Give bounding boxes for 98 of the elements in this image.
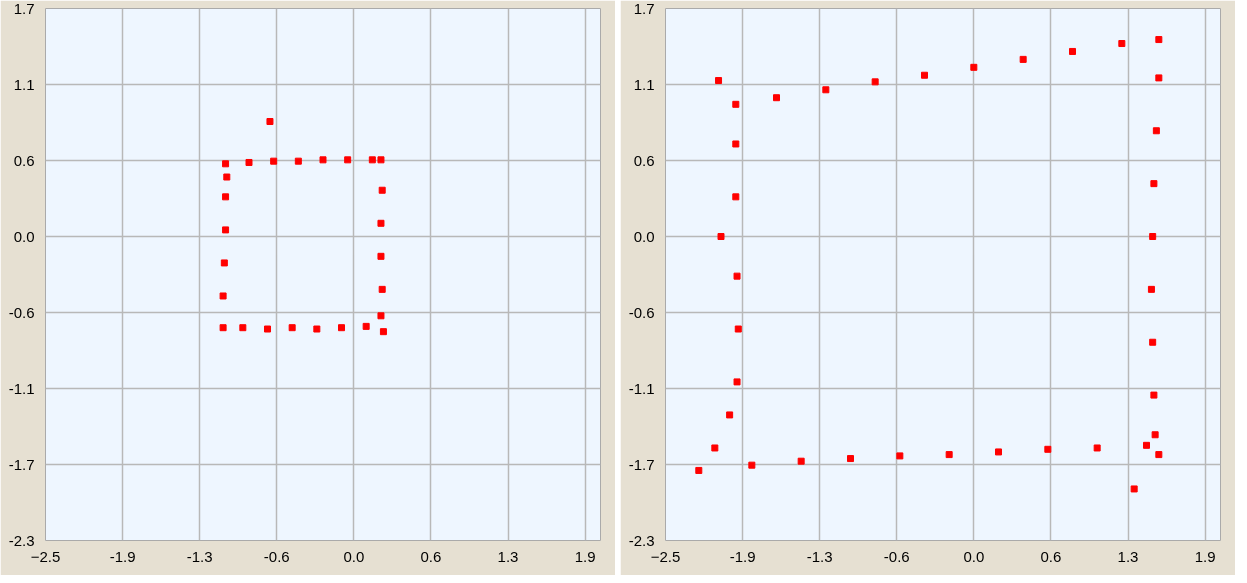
- point: [1149, 233, 1157, 240]
- point: [239, 324, 247, 332]
- point: [726, 411, 734, 419]
- point: [748, 461, 756, 469]
- x-tick-label: 0.0: [343, 547, 365, 565]
- x-tick-label: −2.5: [30, 547, 61, 565]
- point: [1155, 36, 1163, 44]
- y-tick-label: 0.6: [13, 151, 35, 169]
- point: [773, 94, 780, 102]
- point: [1152, 127, 1160, 135]
- point: [222, 193, 230, 201]
- y-tick-label: 0.0: [13, 227, 35, 245]
- y-tick-label: -2.3: [8, 531, 35, 549]
- point: [219, 324, 227, 332]
- point: [319, 156, 327, 164]
- x-tick-label: 1.3: [497, 547, 519, 565]
- y-tick-label: -1.1: [628, 379, 655, 397]
- point: [338, 324, 345, 332]
- y-tick-label: -1.1: [8, 379, 35, 397]
- point: [1143, 441, 1150, 449]
- point: [377, 156, 385, 164]
- point: [945, 451, 953, 459]
- point: [266, 118, 274, 126]
- x-tick-label: 1.9: [574, 547, 596, 565]
- point: [379, 328, 387, 336]
- point: [264, 325, 271, 333]
- point: [377, 252, 385, 260]
- point: [1151, 431, 1159, 439]
- y-tick-label: 1.7: [13, 0, 35, 17]
- point: [1019, 55, 1027, 63]
- point: [871, 78, 879, 86]
- point: [733, 378, 741, 386]
- point: [344, 156, 352, 164]
- point: [288, 324, 296, 332]
- y-tick-label: -1.7: [8, 455, 35, 473]
- point: [921, 71, 928, 79]
- y-tick-label: -0.6: [8, 303, 35, 321]
- x-tick-label: -1.9: [729, 547, 756, 565]
- point: [733, 272, 741, 280]
- point: [732, 100, 740, 108]
- y-tick-label: -2.3: [628, 531, 655, 549]
- point: [294, 157, 302, 165]
- point: [1130, 485, 1138, 493]
- point: [378, 186, 386, 194]
- x-tick-label: 0.0: [963, 547, 985, 565]
- x-tick-label: -0.6: [883, 547, 910, 565]
- point: [1150, 391, 1158, 399]
- point: [734, 325, 742, 333]
- point: [368, 156, 376, 164]
- point: [717, 233, 725, 240]
- point: [1149, 338, 1157, 346]
- x-tick-label: 1.3: [1117, 547, 1139, 565]
- x-tick-label: -0.6: [263, 547, 290, 565]
- point: [377, 312, 385, 320]
- point: [270, 157, 278, 165]
- point: [995, 448, 1002, 456]
- point: [1150, 180, 1158, 188]
- point: [245, 158, 253, 166]
- point: [715, 77, 723, 85]
- point: [222, 160, 230, 168]
- point: [797, 457, 805, 465]
- y-tick-label: 1.1: [633, 75, 655, 93]
- point: [219, 292, 227, 300]
- point: [711, 444, 719, 452]
- point: [732, 193, 740, 201]
- point: [220, 259, 228, 267]
- point: [377, 219, 385, 227]
- point: [362, 322, 370, 330]
- x-tick-label: -1.3: [806, 547, 833, 565]
- y-tick-label: 1.1: [13, 75, 35, 93]
- x-tick-label: 0.6: [420, 547, 442, 565]
- point: [1147, 285, 1155, 293]
- point: [1093, 444, 1101, 452]
- point: [970, 63, 978, 71]
- point: [896, 452, 904, 460]
- point: [695, 466, 703, 474]
- x-tick-label: -1.3: [186, 547, 213, 565]
- point: [1044, 445, 1052, 453]
- point: [847, 455, 854, 463]
- x-tick-label: -1.9: [109, 547, 136, 565]
- point: [822, 86, 830, 94]
- y-tick-label: 0.6: [633, 151, 655, 169]
- point: [1155, 451, 1163, 459]
- point: [732, 140, 740, 148]
- y-tick-label: -0.6: [628, 303, 655, 321]
- point: [222, 226, 230, 234]
- x-tick-label: −2.5: [650, 547, 681, 565]
- point: [223, 173, 231, 181]
- point: [1118, 40, 1126, 48]
- y-tick-label: -1.7: [628, 455, 655, 473]
- point: [1069, 47, 1076, 55]
- x-tick-label: 1.9: [1194, 547, 1216, 565]
- point: [378, 285, 386, 293]
- point: [1155, 74, 1163, 82]
- y-tick-label: 1.7: [633, 0, 655, 17]
- x-tick-label: 0.6: [1040, 547, 1062, 565]
- y-tick-label: 0.0: [633, 227, 655, 245]
- point: [313, 325, 321, 333]
